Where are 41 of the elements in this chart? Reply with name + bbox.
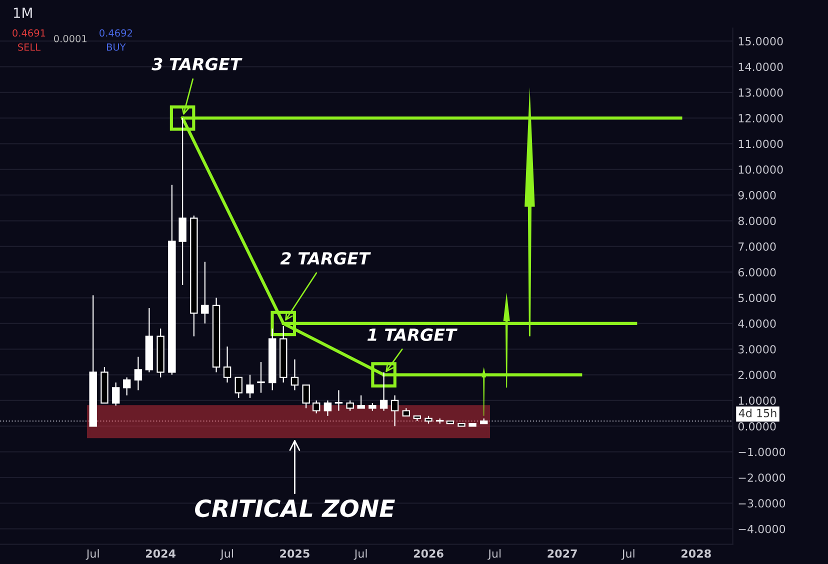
y-tick-label: 7.0000 [738, 242, 776, 251]
annotation: 1 TARGET [367, 328, 458, 342]
chart-title: 1M [14, 8, 32, 18]
y-tick-label: 8.0000 [738, 216, 776, 226]
y-tick-label: 0.0000 [738, 422, 776, 431]
y-tick-label: −2.0000 [738, 473, 786, 482]
x-tick-label: 2028 [682, 549, 711, 558]
annotation: 3 TARGET [152, 58, 242, 70]
x-tick-label: Jul [354, 549, 367, 560]
y-tick-label: 3.0000 [738, 345, 776, 354]
annotation: BUY [107, 44, 126, 51]
annotation: 0.4692 [100, 29, 132, 37]
x-tick-label: Jul [220, 549, 233, 560]
annotation: 0.4691 [12, 29, 46, 37]
y-tick-label: 2.0000 [738, 370, 776, 380]
y-tick-label: −3.0000 [738, 499, 786, 508]
annotation: CRITICAL ZONE [195, 499, 395, 518]
x-tick-label: Jul [488, 549, 501, 560]
y-tick-label: 1.0000 [738, 396, 776, 405]
y-tick-label: 12.0000 [738, 114, 783, 122]
y-tick-label: 9.0000 [738, 191, 776, 200]
y-tick-label: 10.0000 [738, 165, 783, 174]
annotation: SELL [18, 43, 40, 51]
annotation: 0.0001 [54, 34, 86, 42]
x-tick-label: 2024 [146, 549, 176, 558]
y-tick-label: 5.0000 [738, 294, 776, 302]
x-tick-label: 2026 [414, 549, 444, 558]
y-tick-label: 15.0000 [738, 37, 783, 46]
y-tick-label: 14.0000 [738, 62, 783, 72]
y-tick-label: −4.0000 [738, 524, 786, 534]
y-tick-label: 6.0000 [738, 268, 776, 276]
x-tick-label: 2027 [548, 549, 577, 558]
y-tick-label: 13.0000 [738, 88, 783, 97]
x-tick-label: Jul [86, 549, 99, 560]
y-tick-label: 11.0000 [738, 140, 783, 148]
x-tick-label: Jul [621, 549, 634, 560]
y-tick-label: −1.0000 [738, 448, 786, 456]
ref-line-label: 4d 15h [738, 408, 776, 418]
annotation: 2 TARGET [280, 252, 371, 265]
x-tick-label: 2025 [280, 549, 310, 558]
y-tick-label: 4.0000 [738, 319, 776, 328]
